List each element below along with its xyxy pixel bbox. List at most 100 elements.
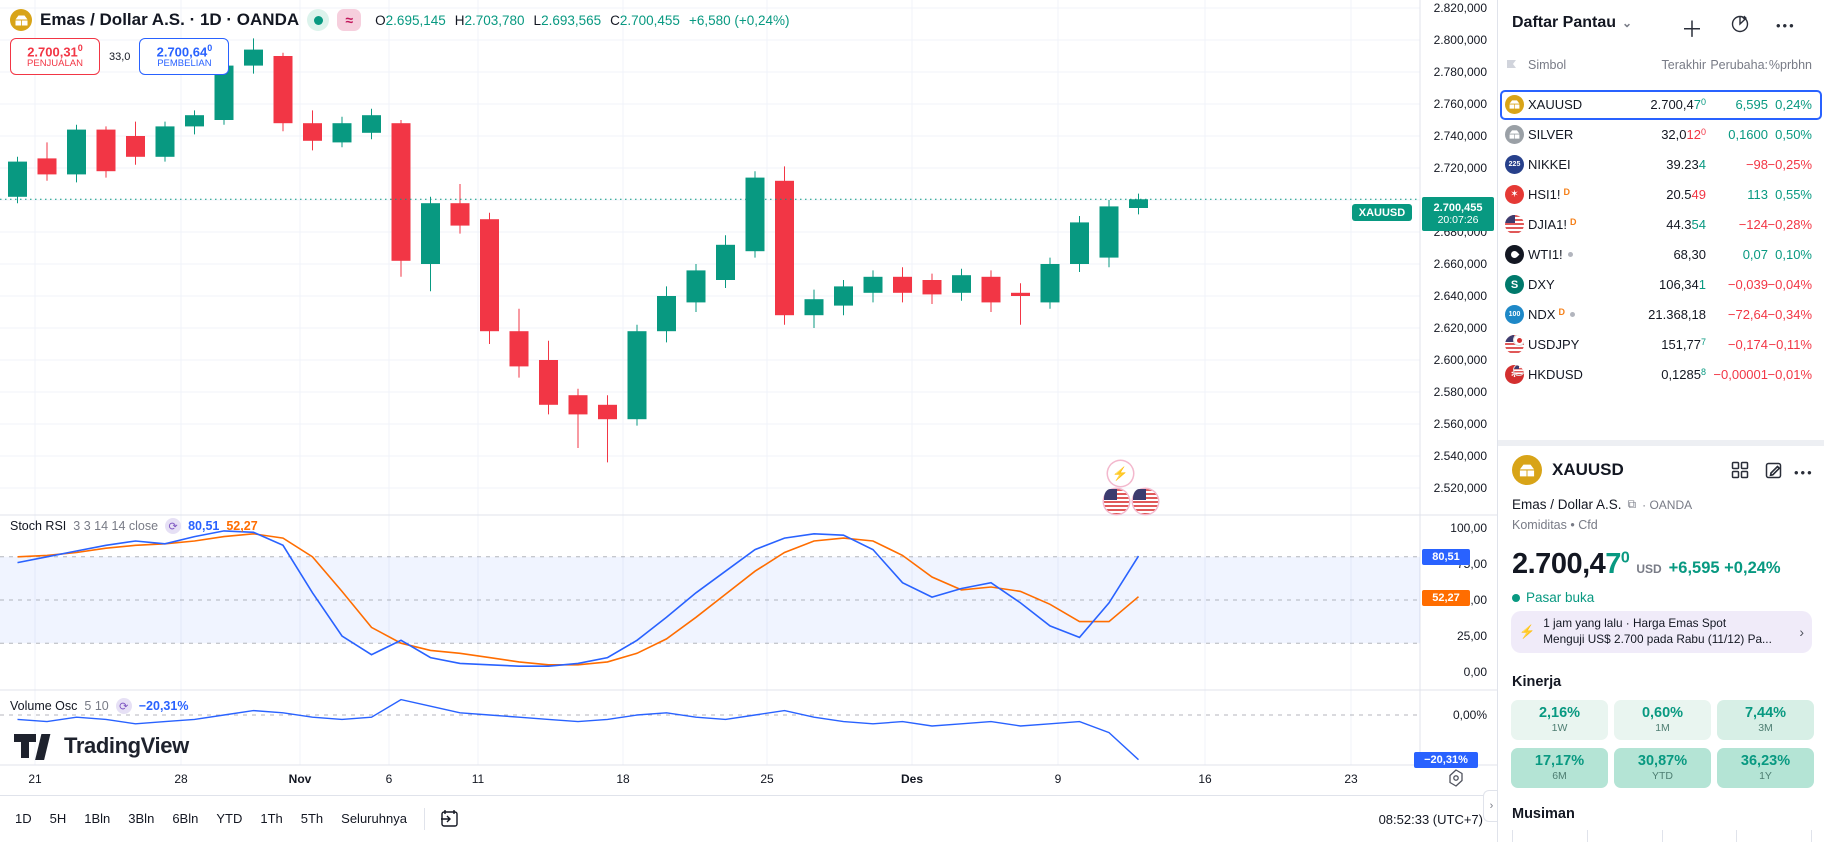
svg-text:2.540,000: 2.540,000 [1434, 449, 1488, 463]
us-event-marker-icon-2[interactable] [1133, 489, 1158, 514]
panel-symbol-name[interactable]: XAUUSD [1552, 460, 1624, 479]
timeframe-5Th[interactable]: 5Th [300, 811, 324, 826]
current-symbol-tag: XAUUSD [1352, 204, 1412, 221]
timeframe-1Th[interactable]: 1Th [260, 811, 283, 826]
news-card[interactable]: ⚡ 1 jam yang lalu · Harga Emas Spot Meng… [1511, 611, 1812, 653]
ohlc-H: H2.703,780 [454, 12, 525, 28]
watchlist-row-SILVER[interactable]: SILVER 32,0120 0,1600 0,50% [1498, 120, 1824, 150]
svg-text:2.660,000: 2.660,000 [1434, 257, 1488, 271]
news-line1: 1 jam yang lalu · Harga Emas Spot [1543, 616, 1727, 631]
svg-text:2.600,000: 2.600,000 [1434, 353, 1488, 367]
perf-tile-1W[interactable]: 2,16% 1W [1511, 700, 1608, 740]
watchlist-row-XAUUSD[interactable]: XAUUSD 2.700,470 6,595 0,24% [1498, 90, 1824, 120]
pie-chart-icon[interactable] [1730, 14, 1750, 34]
ohlc-L: L2.693,565 [533, 12, 602, 28]
sidebar-collapse-handle[interactable]: › [1483, 790, 1499, 822]
svg-text:2.620,000: 2.620,000 [1434, 321, 1488, 335]
market-closed-dot-icon [1569, 312, 1575, 317]
column-last[interactable]: Terakhir [1661, 58, 1706, 72]
news-line2: Menguji US$ 2.700 pada Rabu (11/12) Pa..… [1543, 632, 1772, 646]
watchlist-columns: Simbol Terakhir Perubaha: %prbhn [1498, 54, 1824, 78]
timeframe-3Bln[interactable]: 3Bln [128, 811, 155, 826]
timeframe-1D[interactable]: 1D [15, 811, 32, 826]
lightning-icon: ⚡ [1519, 624, 1536, 639]
column-change[interactable]: Perubaha: [1710, 58, 1768, 72]
session-clock[interactable]: 08:52:33 (UTC+7) [1378, 811, 1483, 827]
timeframe-YTD[interactable]: YTD [216, 811, 243, 826]
candlestick-chart[interactable]: 2.820,000 2.800,000 2.780,000 2.760,000 2.74… [0, 0, 1497, 795]
perf-tile-YTD[interactable]: 30,87% YTD [1614, 748, 1711, 788]
svg-text:2.760,000: 2.760,000 [1434, 97, 1488, 111]
watchlist-sidebar: Daftar Pantau ⌄ ＋ ••• Simbol Terakhir Per… [1497, 0, 1824, 842]
spread-value: 33,0 [109, 50, 131, 63]
watchlist-more-icon[interactable]: ••• [1776, 18, 1796, 33]
change-percent: 0,24% [1775, 97, 1812, 112]
chart-bottom-toolbar: 1D 5H 1Bln 3Bln 6Bln YTD 1Th 5Th Seluruhnya 08:5… [0, 795, 1497, 841]
add-symbol-button[interactable]: ＋ [1681, 17, 1704, 42]
approx-data-icon[interactable]: ≈ [337, 9, 362, 31]
svg-text:2.800,000: 2.800,000 [1434, 33, 1488, 47]
panel-more-icon[interactable]: ••• [1794, 465, 1814, 480]
timeframe-6Bln[interactable]: 6Bln [172, 811, 199, 826]
buy-button[interactable]: 2.700,640 PEMBELIAN [139, 38, 230, 75]
news-lightning-marker-icon[interactable]: ⚡ [1108, 461, 1133, 486]
change-value: 6,595 [1735, 97, 1768, 112]
svg-text:2.720,000: 2.720,000 [1434, 161, 1488, 175]
stoch-rsi-label[interactable]: Stoch RSI 3 3 14 14 close ⟳ 80,51 52,27 [10, 518, 258, 534]
watchlist-row-NIKKEI[interactable]: 225 NIKKEI 39.234 −98 −0,25% [1498, 150, 1824, 180]
refresh-icon-2[interactable]: ⟳ [115, 698, 132, 714]
svg-text:6: 6 [386, 772, 393, 786]
volume-osc-badge: −20,31% [1414, 752, 1478, 768]
perf-tile-1Y[interactable]: 36,23% 1Y [1717, 748, 1814, 788]
refresh-icon[interactable]: ⟳ [165, 518, 182, 534]
change-percent: −0,11% [1768, 337, 1813, 352]
ohlc-C: C2.700,455 [610, 12, 680, 28]
watchlist-row-DXY[interactable]: S DXY 106,341 −0,039 −0,04% [1498, 270, 1824, 300]
ndx-icon: 100 [1505, 305, 1524, 324]
perf-tile-1M[interactable]: 0,60% 1M [1614, 700, 1711, 740]
svg-text:0,00%: 0,00% [1453, 708, 1487, 722]
nikkei-icon: 225 [1505, 155, 1524, 174]
external-link-icon[interactable]: ⧉ [1627, 497, 1637, 511]
column-symbol[interactable]: Simbol [1528, 58, 1567, 72]
us-event-marker-icon[interactable] [1104, 489, 1129, 514]
perf-tile-3M[interactable]: 7,44% 3M [1717, 700, 1814, 740]
watchlist-row-DJIA1![interactable]: DJIA1! D 44.354 −124 −0,28% [1498, 210, 1824, 240]
market-closed-dot-icon [1567, 252, 1573, 257]
volume-osc-label[interactable]: Volume Osc 5 10 ⟳ −20,31% [10, 698, 189, 714]
watchlist-row-WTI1![interactable]: WTI1! 68,30 0,07 0,10% [1498, 240, 1824, 270]
flag-column-icon[interactable] [1506, 59, 1518, 74]
timeframe-1Bln[interactable]: 1Bln [84, 811, 111, 826]
watchlist-title[interactable]: Daftar Pantau ⌄ [1512, 14, 1633, 31]
gold-coin-icon-large [1512, 455, 1542, 485]
watchlist-row-NDX[interactable]: 100 NDX D 21.368,18 −72,64 −0,34% [1498, 300, 1824, 330]
usdjpy-icon [1505, 335, 1524, 354]
chart-symbol-title[interactable]: Emas / Dollar A.S. · 1D · OANDA [40, 10, 300, 29]
symbol-price: 2.700,470 USD +6,595 +0,24% [1512, 548, 1781, 580]
column-pct[interactable]: %prbhn [1768, 58, 1812, 72]
market-open-dot-icon[interactable] [307, 9, 330, 31]
symbol-description[interactable]: Emas / Dollar A.S. ⧉ · OANDA [1512, 497, 1693, 512]
chevron-down-icon: ⌄ [1622, 16, 1633, 30]
change-value: 113 [1747, 187, 1768, 202]
svg-text:Nov: Nov [289, 772, 312, 786]
stoch-k-badge: 80,51 [1422, 549, 1470, 565]
sell-button[interactable]: 2.700,310 PENJUALAN [10, 38, 100, 75]
axis-settings-icon[interactable] [1446, 768, 1466, 793]
timeframe-5H[interactable]: 5H [49, 811, 67, 826]
layout-grid-icon[interactable] [1730, 460, 1750, 480]
seasonal-heading: Musiman [1512, 806, 1575, 822]
perf-tile-6M[interactable]: 17,17% 6M [1511, 748, 1608, 788]
timeframe-Seluruhnya[interactable]: Seluruhnya [341, 811, 407, 826]
delayed-badge: D [1563, 187, 1571, 197]
stoch-d-badge: 52,27 [1422, 590, 1470, 606]
watchlist-row-HKDUSD[interactable]: ✻ HKDUSD 0,12858 −0,00001 −0,01% [1498, 360, 1824, 390]
ohlc-O: O2.695,145 [375, 12, 446, 28]
goto-date-icon[interactable] [433, 808, 466, 829]
watchlist-row-USDJPY[interactable]: USDJPY 151,777 −0,174 −0,11% [1498, 330, 1824, 360]
change-value: −0,00001 [1713, 367, 1768, 382]
edit-note-icon[interactable] [1764, 460, 1784, 480]
watchlist-row-HSI1![interactable]: ✶ HSI1! D 20.549 113 0,55% [1498, 180, 1824, 210]
change-value: 0,1600 [1728, 127, 1768, 142]
last-price: 20.549 [1666, 187, 1706, 202]
